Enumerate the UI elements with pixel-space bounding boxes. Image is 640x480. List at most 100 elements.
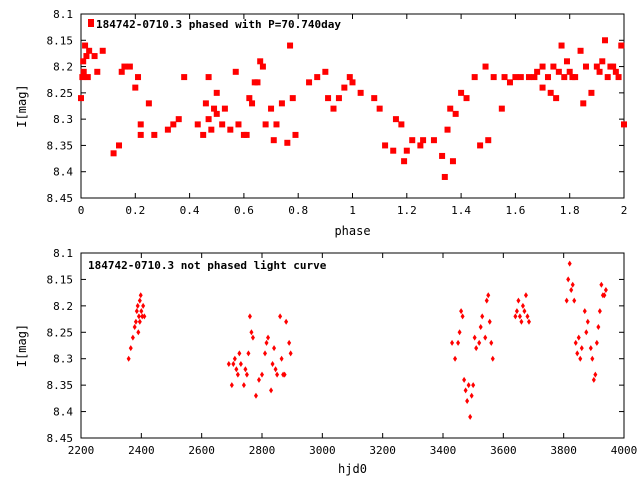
phased-data-point (200, 131, 207, 138)
phased-data-point (531, 74, 538, 81)
phased-data-point (588, 89, 595, 96)
phased-data-point (512, 74, 519, 81)
hjd-data-point (572, 297, 577, 304)
hjd-data-point (590, 355, 595, 362)
phased-data-point (539, 84, 546, 91)
hjd-data-point (263, 350, 268, 357)
phased-data-points (78, 37, 627, 180)
hjd-data-point (474, 345, 479, 352)
hjd-data-point (575, 350, 580, 357)
phased-data-point (170, 121, 177, 128)
hjd-data-point (478, 324, 483, 330)
phased-data-point (78, 95, 84, 102)
phased-x-tick-label: 1.2 (397, 204, 417, 217)
hjd-data-point (457, 329, 462, 336)
hjd-x-tick-label: 3800 (550, 444, 577, 457)
hjd-legend-label: 184742-0710.3 not phased light curve (88, 259, 327, 272)
hjd-data-point (249, 329, 254, 336)
phased-data-point (278, 100, 285, 107)
hjd-data-point (136, 329, 141, 336)
phased-data-point (84, 74, 91, 81)
hjd-x-axis-label: hjd0 (338, 462, 367, 476)
phased-data-point (341, 84, 348, 91)
phased-data-point (205, 116, 212, 123)
phased-data-point (558, 42, 565, 49)
hjd-y-axis-label: I[mag] (15, 324, 29, 367)
hjd-data-point (450, 339, 455, 346)
hjd-data-point (519, 318, 524, 325)
phased-data-point (335, 95, 342, 102)
hjd-data-point (231, 361, 236, 367)
hjd-data-point (487, 318, 492, 325)
phased-data-point (618, 42, 625, 49)
phased-data-point (599, 58, 606, 65)
phased-data-point (577, 47, 584, 54)
phased-x-tick-label: 0.6 (234, 204, 254, 217)
hjd-data-point (602, 292, 607, 299)
hjd-data-point (514, 308, 519, 315)
phased-y-tick-label: 8.15 (47, 34, 74, 47)
phased-data-point (94, 68, 101, 75)
hjd-data-point (576, 334, 581, 341)
hjd-data-point (273, 366, 278, 373)
phased-data-point (175, 116, 182, 123)
hjd-data-point (459, 308, 464, 315)
phased-data-point (371, 95, 378, 102)
phased-data-point (544, 74, 551, 81)
phased-data-point (621, 121, 627, 128)
hjd-data-point (525, 313, 530, 320)
phased-data-point (550, 63, 557, 70)
hjd-data-point (484, 297, 489, 304)
hjd-data-point (490, 355, 495, 362)
phased-data-point (322, 68, 329, 75)
hjd-data-point (468, 413, 473, 420)
hjd-data-point (234, 366, 239, 373)
hjd-data-point (130, 334, 135, 341)
hjd-data-point (584, 329, 589, 336)
phased-data-point (205, 74, 212, 81)
phased-data-point (501, 74, 508, 81)
hjd-data-point (137, 318, 142, 325)
hjd-data-point (256, 376, 261, 383)
phased-data-point (471, 74, 478, 81)
hjd-data-point (523, 292, 528, 299)
phased-data-point (463, 95, 470, 102)
hjd-data-point (597, 308, 602, 315)
phased-data-point (390, 147, 397, 154)
hjd-data-point (235, 371, 240, 378)
hjd-x-tick-label: 3000 (309, 444, 336, 457)
phased-data-point (83, 53, 90, 60)
hjd-y-tick-label: 8.35 (47, 379, 74, 392)
phased-data-point (401, 158, 408, 165)
phased-data-point (118, 68, 125, 75)
phased-data-point (349, 79, 356, 86)
phased-data-point (289, 95, 296, 102)
hjd-data-point (460, 313, 465, 320)
phased-data-point (254, 79, 261, 86)
phased-data-point (398, 121, 405, 128)
phased-data-point (164, 126, 171, 133)
hjd-data-point (132, 324, 137, 330)
phased-data-point (357, 89, 364, 96)
hjd-data-point (477, 339, 482, 346)
hjd-data-point (270, 361, 275, 367)
hjd-data-point (466, 382, 471, 389)
hjd-data-point (238, 361, 243, 367)
phased-data-point (582, 63, 589, 70)
hjd-data-point (578, 355, 583, 362)
hjd-data-point (456, 339, 461, 346)
phased-legend-swatch (88, 19, 94, 27)
hjd-data-point (133, 318, 138, 325)
phased-panel: 0 0.2 0.4 0.6 0.8 1 1.2 1.4 1.6 1.8 2 8.1 8.15 8.2 8.2… (15, 8, 627, 238)
hjd-data-point (471, 382, 476, 389)
phased-data-point (270, 137, 277, 144)
hjd-data-point (564, 297, 569, 304)
phased-data-point (325, 95, 332, 102)
phased-data-point (273, 121, 280, 128)
hjd-data-point (591, 376, 596, 383)
hjd-data-point (287, 339, 292, 346)
phased-data-point (262, 121, 269, 128)
phased-data-point (137, 131, 144, 138)
hjd-data-point (472, 334, 477, 341)
